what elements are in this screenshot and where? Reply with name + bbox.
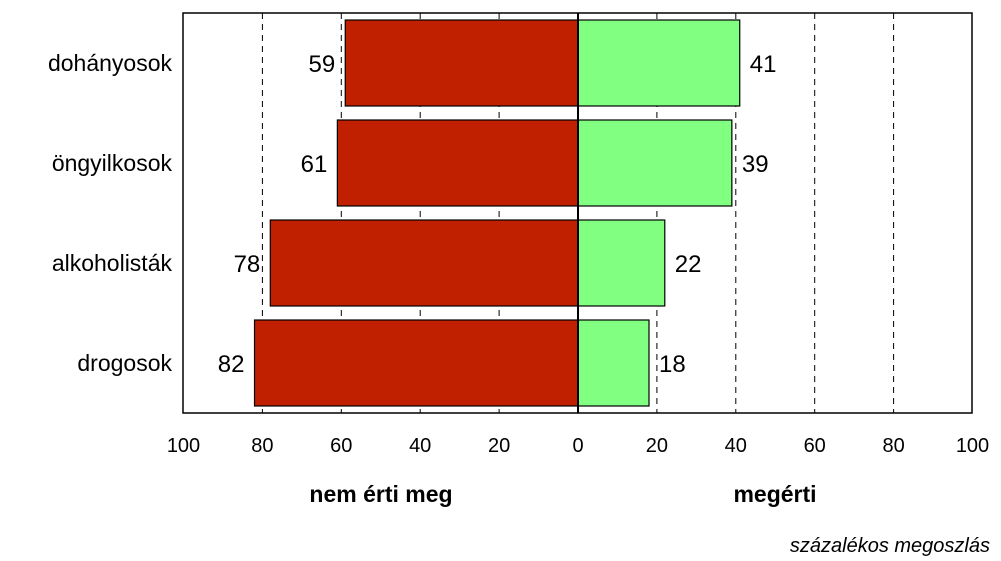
x-tick-label: 40 — [409, 435, 431, 457]
note-text: százalékos megoszlás — [790, 535, 990, 557]
left-axis-label: nem érti meg — [309, 481, 452, 507]
value-label: 41 — [750, 51, 777, 78]
bar-megerti — [577, 119, 733, 207]
category-label: dohányosok — [48, 50, 173, 76]
x-tick-label: 40 — [725, 435, 747, 457]
bar-nem-erti-meg — [253, 319, 579, 407]
bar-nem-erti-meg — [344, 19, 579, 107]
x-tick-label: 100 — [956, 435, 989, 457]
x-tick-label: 60 — [804, 435, 826, 457]
value-label: 22 — [675, 251, 702, 278]
bars — [253, 19, 741, 407]
category-label: öngyilkosok — [52, 150, 173, 176]
value-label: 61 — [301, 151, 328, 178]
value-label: 59 — [309, 51, 336, 78]
bar-nem-erti-meg — [269, 219, 579, 307]
x-tick-label: 80 — [251, 435, 273, 457]
x-tick-label: 60 — [330, 435, 352, 457]
bar-megerti — [577, 319, 650, 407]
value-label: 82 — [218, 351, 245, 378]
value-label: 39 — [742, 151, 769, 178]
x-tick-label: 0 — [572, 435, 583, 457]
labels: 100 80 60 40 20 0 20 40 60 80 100 dohányosok 59 41 öng… — [48, 50, 989, 457]
value-label: 78 — [234, 251, 261, 278]
bar-megerti — [577, 219, 666, 307]
right-axis-label: megérti — [733, 481, 816, 507]
x-tick-label: 100 — [167, 435, 200, 457]
category-label: alkoholisták — [52, 250, 173, 276]
x-tick-label: 80 — [882, 435, 904, 457]
x-tick-label: 20 — [646, 435, 668, 457]
category-label: drogosok — [77, 350, 172, 376]
x-tick-label: 20 — [488, 435, 510, 457]
value-label: 18 — [659, 351, 686, 378]
bar-megerti — [577, 19, 741, 107]
bar-nem-erti-meg — [336, 119, 579, 207]
